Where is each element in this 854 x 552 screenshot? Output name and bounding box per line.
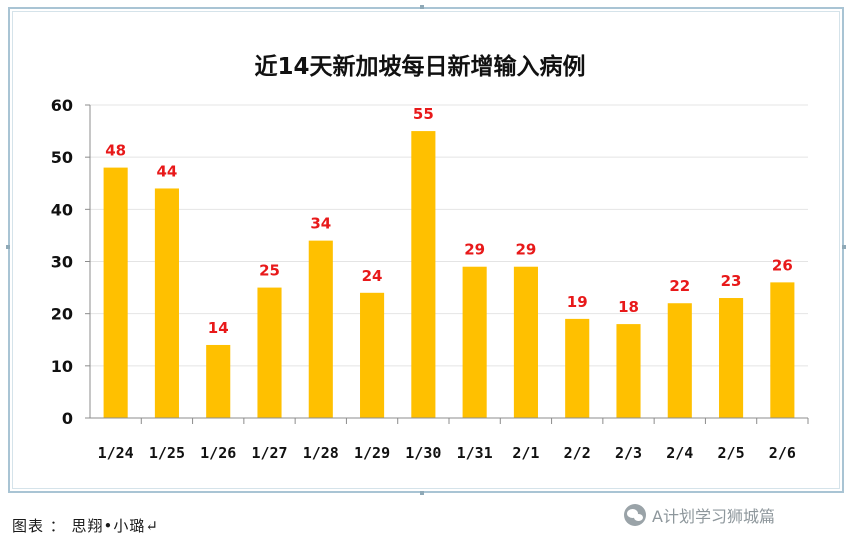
data-labels: 48 44 14 25 34 24 55 29 29 19 18 22 23 26: [105, 105, 793, 337]
bars: [103, 131, 795, 419]
x-tick-label: 1/24: [98, 444, 134, 462]
data-label: 25: [259, 262, 280, 280]
chart-title: 近14天新加坡每日新增输入病例: [254, 53, 585, 80]
bar: [719, 298, 744, 418]
data-label: 29: [515, 241, 536, 259]
bar: [257, 287, 282, 418]
bar: [206, 344, 231, 418]
x-tick-label: 2/1: [512, 444, 539, 462]
bar: [154, 188, 179, 418]
x-tick-label: 2/3: [615, 444, 642, 462]
bar: [565, 318, 590, 418]
bar: [462, 266, 487, 418]
x-tick-label: 1/29: [354, 444, 390, 462]
x-tick-label: 1/31: [457, 444, 493, 462]
y-tick-label: 50: [51, 148, 73, 167]
bar: [103, 167, 128, 418]
wechat-icon: [624, 504, 646, 526]
bar-chart: 近14天新加坡每日新增输入病例 0 10 20 30 40 50 60 1/24 1/25 1/2…: [51, 53, 809, 462]
figure-caption: 图表 ： 思翔•小璐↵: [12, 517, 159, 535]
bar: [616, 324, 641, 418]
data-label: 26: [772, 256, 793, 274]
y-tick-label: 0: [62, 409, 73, 428]
data-label: 44: [156, 162, 177, 180]
resize-handle-top[interactable]: [420, 5, 424, 9]
x-tick-label: 1/26: [200, 444, 236, 462]
y-tick-label: 30: [51, 253, 73, 272]
bar: [360, 292, 385, 418]
data-label: 23: [721, 272, 742, 290]
data-label: 29: [464, 241, 485, 259]
x-tick-label: 2/2: [564, 444, 591, 462]
bar: [770, 282, 795, 418]
bar: [308, 240, 333, 418]
data-label: 34: [310, 215, 331, 233]
data-label: 24: [362, 267, 383, 285]
data-label: 14: [208, 319, 229, 337]
y-tick-label: 40: [51, 200, 73, 219]
y-tick-label: 10: [51, 357, 73, 376]
resize-handle-left[interactable]: [6, 245, 10, 249]
gridlines: [90, 104, 808, 367]
resize-handle-right[interactable]: [842, 245, 846, 249]
chart-frame-inner: [12, 11, 840, 489]
watermark-text: A计划学习狮城篇: [652, 507, 775, 526]
bar: [411, 131, 436, 419]
x-tick-label: 2/6: [769, 444, 796, 462]
x-tick-label: 1/25: [149, 444, 185, 462]
axes: 0 10 20 30 40 50 60 1/24 1/25 1/26 1/27 1/28 1/29 1/3…: [51, 96, 809, 462]
data-label: 22: [669, 277, 690, 295]
data-label: 18: [618, 298, 639, 316]
data-label: 55: [413, 105, 434, 123]
y-tick-label: 60: [51, 96, 73, 115]
x-tick-label: 1/30: [405, 444, 441, 462]
x-tick-label: 1/27: [251, 444, 287, 462]
x-tick-label: 2/5: [718, 444, 745, 462]
x-tick-label: 1/28: [303, 444, 339, 462]
bar: [513, 266, 538, 418]
watermark: A计划学习狮城篇: [624, 500, 775, 530]
bar: [667, 303, 692, 418]
data-label: 48: [105, 142, 126, 160]
resize-handle-bottom[interactable]: [420, 491, 424, 495]
y-tick-label: 20: [51, 305, 73, 324]
x-tick-label: 2/4: [666, 444, 693, 462]
data-label: 19: [567, 293, 588, 311]
